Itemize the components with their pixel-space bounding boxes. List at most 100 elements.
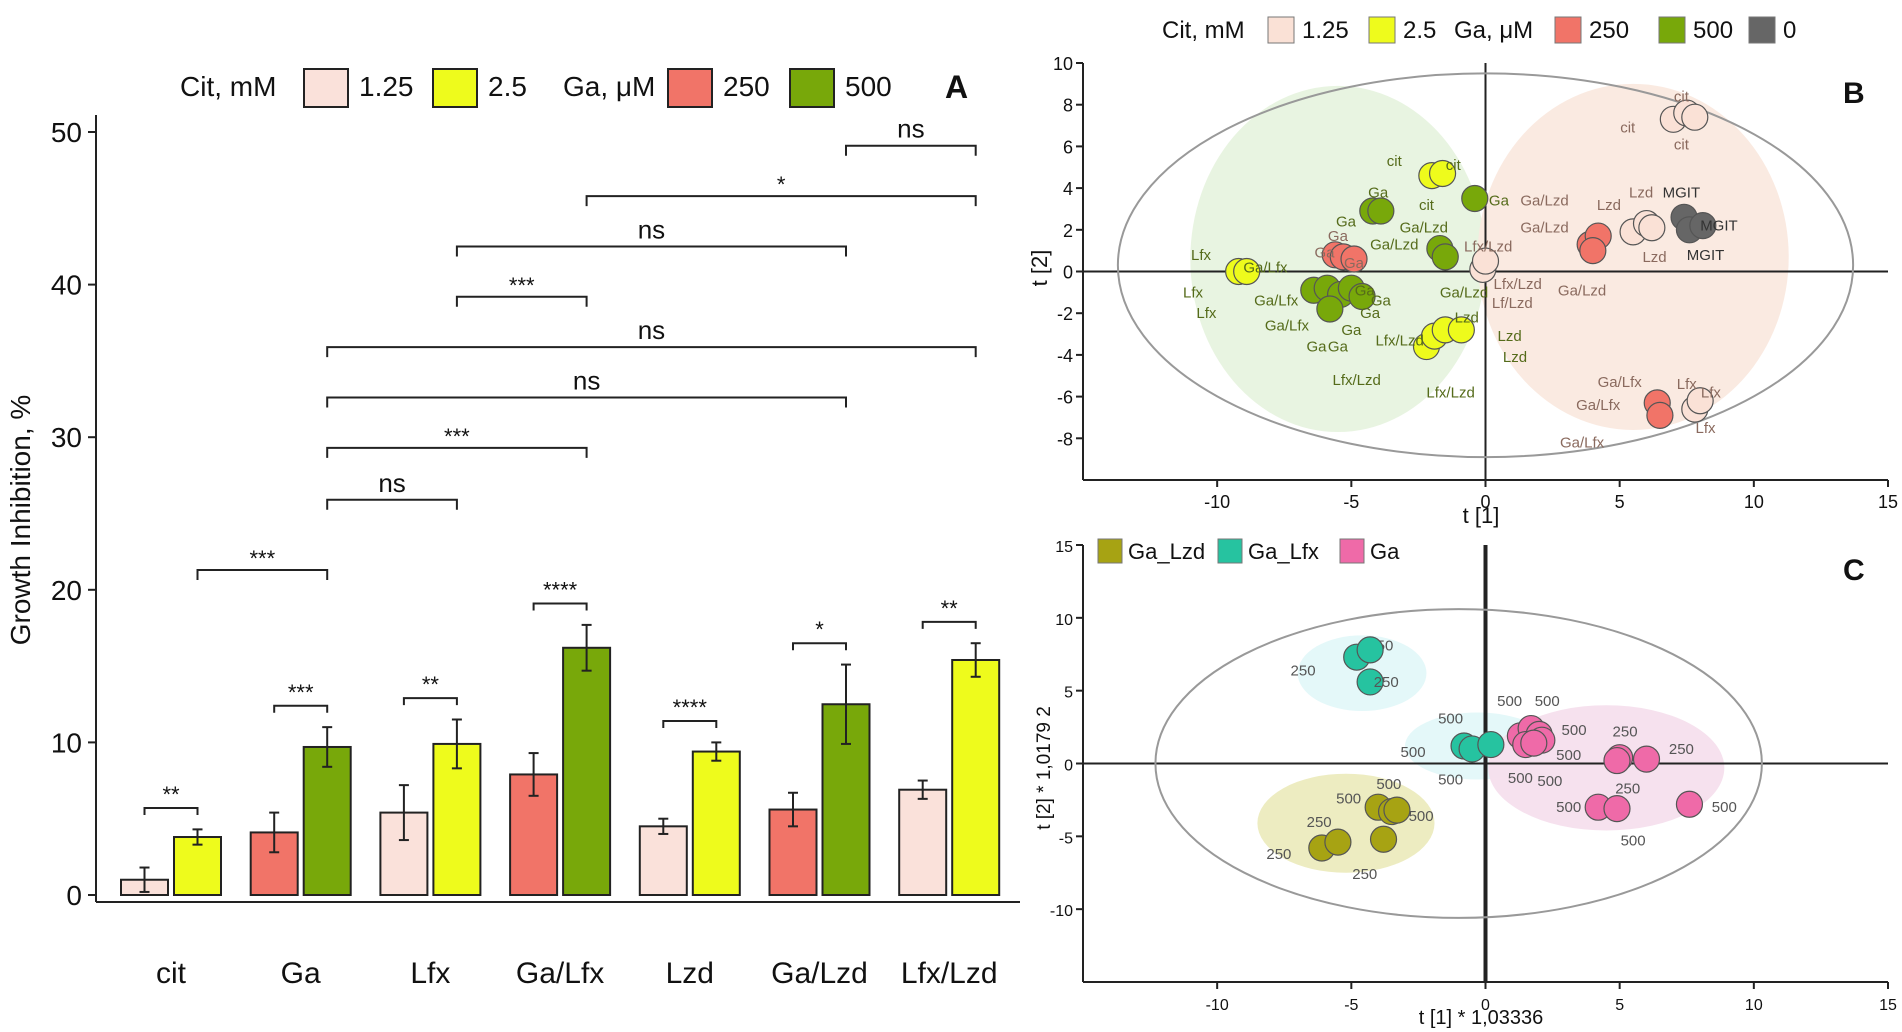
comparison-bracket — [585, 195, 977, 207]
panel-b-point-annotation: Ga — [1368, 184, 1389, 201]
panel-b-point-annotation: Ga/Lzd — [1370, 236, 1418, 253]
panel-b-point — [1340, 245, 1368, 273]
comparison-label: ns — [573, 366, 600, 396]
panel-a-bars: cit Ga Lfx Ga/Lfx Lzd Ga/Lzd Lfx/Lzd — [120, 623, 1001, 990]
panel-c-point-label: 500 — [1556, 747, 1581, 764]
panel-b-point-annotation: Lzd — [1597, 197, 1621, 214]
panel-b-point-annotation: Ga — [1489, 193, 1510, 210]
legend-b-cit-title: Cit, mM — [1162, 17, 1245, 44]
comparison-bracket — [455, 245, 847, 257]
legend-b-swatch-0 — [1748, 16, 1776, 44]
legend-a-label-2.5: 2.5 — [488, 71, 527, 102]
panel-b-y-tick-label: 10 — [1053, 54, 1073, 74]
bar-ga-high — [302, 745, 352, 897]
panel-c-point-label: 500 — [1712, 799, 1737, 816]
panel-b-y-axis-label: t [2] — [1027, 250, 1052, 287]
panel-b-x-tick-label: -10 — [1204, 492, 1230, 512]
significance-bracket — [532, 602, 588, 611]
bar-lfx-lzd-high — [951, 658, 1001, 896]
panel-a-bar-chart: Cit, mM Ga, μM 1.25 2.5 250 500 A 0 10 20 30 40… — [5, 68, 1020, 990]
panel-b-point — [1233, 257, 1261, 286]
legend-c-label-ga: Ga — [1370, 539, 1400, 564]
panel-b-point-annotation: Lfx — [1696, 420, 1717, 437]
legend-a-label-1.25: 1.25 — [359, 71, 414, 102]
panel-c-point-label: 250 — [1613, 723, 1638, 740]
comparison-label: * — [777, 172, 786, 197]
comparison-label: *** — [250, 546, 276, 571]
panel-b-point — [1638, 214, 1666, 242]
comparison-bracket — [845, 144, 977, 156]
comparison-label: ns — [638, 214, 665, 244]
panel-b-y-tick-label: 6 — [1063, 137, 1073, 157]
significance-bracket — [273, 704, 329, 713]
panel-c-point — [1632, 745, 1661, 773]
legend-b-label-2.5: 2.5 — [1403, 17, 1436, 44]
panel-b-point-annotation: Lfx — [1191, 247, 1212, 264]
panel-b-point-annotation: Ga/Lzd — [1520, 193, 1568, 210]
comparison-bracket — [326, 498, 458, 510]
legend-a-swatch-500 — [789, 68, 835, 108]
panel-a-axes: 0 10 20 30 40 50 — [51, 115, 1020, 911]
panel-c-point-label: 250 — [1291, 662, 1316, 679]
panel-b-axes: -10 -5 0 5 10 15 -8 -6 -4 -2 0 2 4 6 8 10 — [1053, 54, 1898, 512]
comparison-bracket — [326, 446, 588, 458]
panel-c-label: C — [1843, 554, 1865, 587]
panel-b-point — [1447, 316, 1475, 344]
legend-b-swatch-1.25 — [1267, 16, 1295, 44]
panel-c-x-tick-label: 10 — [1745, 997, 1763, 1014]
panel-c-confidence-ellipse — [1154, 608, 1763, 919]
comparison-bracket — [196, 568, 329, 580]
panel-b-point-annotation: Lfx/Lzd — [1333, 372, 1381, 389]
panel-c-x-tick-label: 5 — [1615, 997, 1624, 1014]
panel-b-point-annotation: Lfx — [1701, 384, 1722, 401]
legend-b-ga-title: Ga, μM — [1454, 17, 1533, 44]
panel-c-legend: Ga_Lzd Ga_Lfx Ga — [1097, 538, 1400, 564]
panel-b-point-annotation: Lfx/Lzd — [1375, 332, 1423, 349]
panel-c-point-label: 250 — [1374, 674, 1399, 691]
panel-c-y-tick-label: 10 — [1055, 612, 1073, 629]
legend-b-swatch-250 — [1554, 16, 1582, 44]
panel-c-point — [1356, 636, 1384, 664]
panel-c-x-tick-label: -10 — [1206, 997, 1229, 1014]
legend-b-swatch-2.5 — [1368, 16, 1396, 44]
panel-a-label: A — [945, 69, 968, 105]
panel-b-point — [1471, 247, 1500, 275]
panel-b-point-annotation: Ga — [1341, 322, 1362, 339]
panel-b-x-tick-label: -5 — [1343, 492, 1359, 512]
panel-b-point-annotation: cit — [1387, 153, 1403, 170]
panel-c-y-tick-label: -10 — [1050, 903, 1073, 920]
panel-c-point — [1477, 730, 1505, 759]
panel-b-point-annotation: Lfx — [1196, 305, 1217, 322]
panel-b-point-annotation: Lzd — [1642, 249, 1666, 266]
panel-b-point-annotation: MGIT — [1700, 218, 1738, 235]
comparison-bracket — [326, 346, 977, 358]
panel-c-point-label: 500 — [1562, 722, 1587, 739]
panel-b-point-annotation: cit — [1674, 136, 1690, 153]
panel-b-point-annotation: Lzd — [1498, 328, 1522, 345]
bar-ga-lfx-high — [562, 646, 612, 897]
panel-c-point — [1383, 796, 1411, 824]
panel-b-point-annotation: Ga/Lfx — [1243, 259, 1288, 276]
bar-lzd-high — [691, 750, 741, 897]
panel-b-point — [1681, 103, 1709, 131]
x-tick-label-lfx: Lfx — [410, 957, 450, 990]
panel-b-confidence-ellipse — [1116, 72, 1855, 459]
panel-b-point-annotation: Ga — [1360, 305, 1381, 322]
panel-b-point-annotation: Lfx — [1677, 376, 1698, 393]
significance-label: *** — [288, 680, 314, 705]
significance-label: **** — [673, 695, 708, 720]
legend-a-swatch-2.5 — [432, 68, 478, 108]
legend-a-label-500: 500 — [845, 71, 892, 102]
panel-b-point-annotation: MGIT — [1687, 247, 1725, 264]
panel-c-point-label: 500 — [1556, 799, 1581, 816]
panel-b-point-annotation: MGIT — [1663, 184, 1701, 201]
comparison-label: ns — [378, 468, 405, 498]
panel-b-y-tick-label: -8 — [1057, 429, 1073, 449]
legend-c-label-ga-lzd: Ga_Lzd — [1128, 539, 1205, 564]
x-tick-label-ga-lzd: Ga/Lzd — [771, 957, 868, 990]
panel-b-y-tick-label: 2 — [1063, 221, 1073, 241]
panel-b-point-annotation: Ga/Lfx — [1265, 318, 1310, 335]
panel-b-point-annotation: Ga/Lzd — [1520, 220, 1568, 237]
panel-b-x-tick-label: 15 — [1878, 492, 1898, 512]
legend-a-cit-title: Cit, mM — [180, 71, 276, 102]
